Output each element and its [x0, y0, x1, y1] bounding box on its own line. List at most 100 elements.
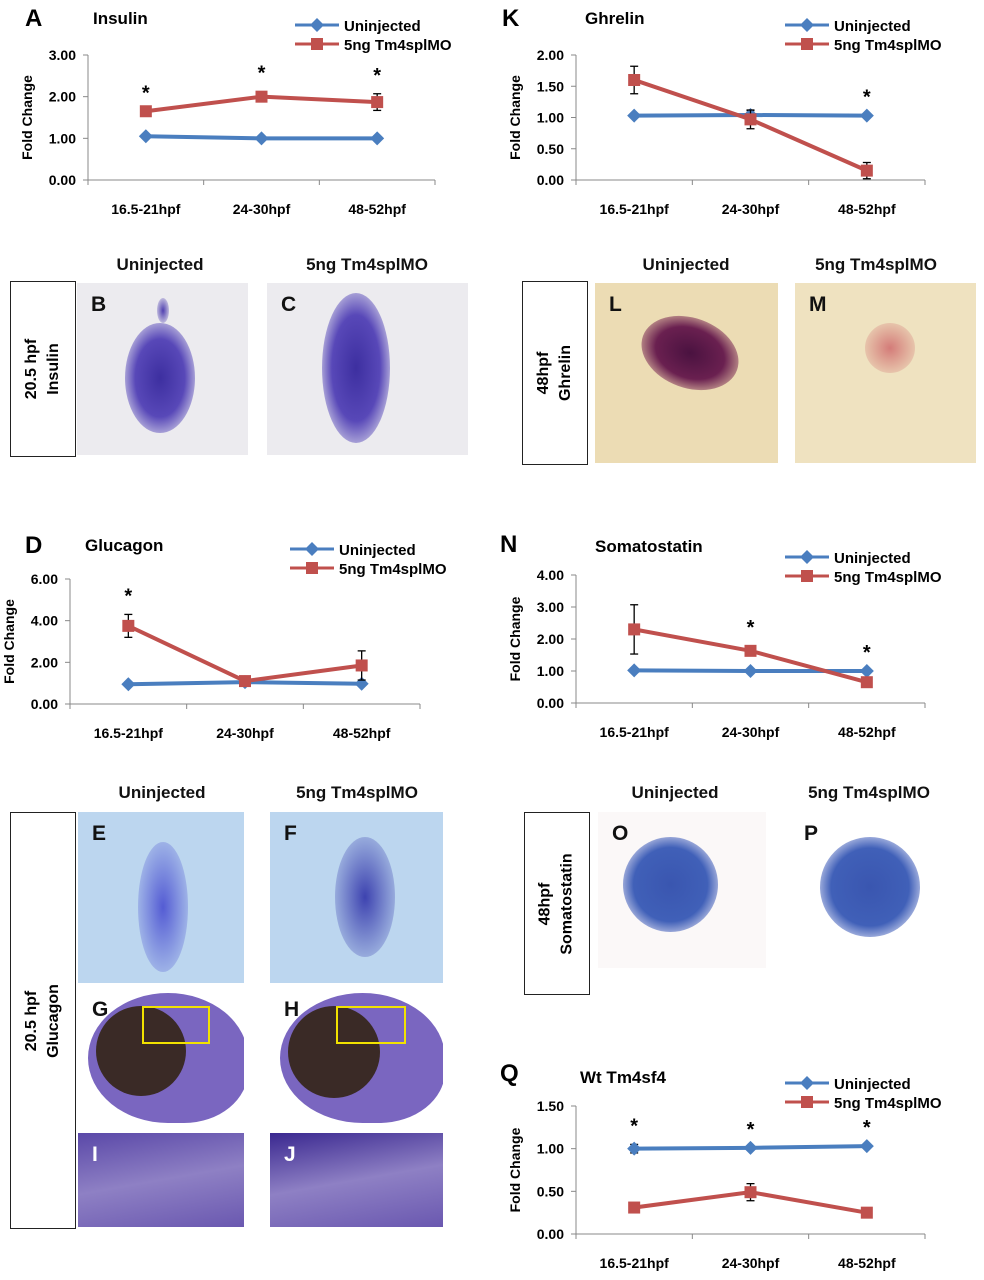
y-tick-label: 1.00: [537, 663, 564, 679]
x-tick-label: 48-52hpf: [348, 201, 406, 217]
y-tick-label: 4.00: [537, 567, 564, 583]
x-tick-label: 24-30hpf: [722, 201, 780, 217]
column-header-uninjected: Uninjected: [118, 783, 206, 802]
panel-letter: K: [502, 5, 520, 32]
y-tick-label: 6.00: [31, 571, 58, 587]
row-label-marker: Ghrelin: [556, 344, 574, 402]
image-panel-o: O: [598, 812, 766, 968]
data-point-diamond: [370, 131, 385, 146]
image-panel-e: E: [78, 812, 244, 983]
significance-marker: *: [258, 63, 266, 85]
chart-insulin: A Insulin 0.00 1.00 2.00 3.00 16.5-21hpf 24-30h…: [19, 5, 452, 217]
chart-glucagon: D Glucagon 0.00 2.00 4.00 6.00 16.5-21hpf 24-30…: [1, 532, 447, 741]
column-header-uninjected: Uninjected: [642, 255, 730, 274]
data-point-square: [311, 38, 323, 50]
y-tick-label: 1.00: [49, 130, 76, 146]
row-label-somatostatin: 48hpf Somatostatin: [524, 812, 590, 995]
data-point-diamond: [800, 1076, 814, 1090]
y-tick-label: 0.50: [537, 141, 564, 157]
panel-letter: P: [804, 822, 819, 845]
y-tick-label: 2.00: [537, 631, 564, 647]
data-point-diamond: [310, 18, 324, 32]
data-point-square: [744, 113, 757, 126]
y-tick-label: 2.00: [537, 47, 564, 63]
chart-title: Wt Tm4sf4: [580, 1068, 667, 1087]
y-tick-label: 0.00: [537, 695, 564, 711]
significance-marker: *: [863, 642, 871, 664]
data-point-diamond: [859, 1139, 874, 1154]
y-tick-label: 2.00: [49, 89, 76, 105]
chart-title: Ghrelin: [585, 9, 645, 28]
data-point-square: [306, 562, 318, 574]
image-panel-f: F: [270, 812, 443, 983]
data-point-diamond: [800, 18, 814, 32]
data-point-square: [801, 570, 813, 582]
y-tick-label: 1.00: [537, 110, 564, 126]
y-axis-label: Fold Change: [507, 596, 523, 681]
column-header-uninjected: Uninjected: [631, 783, 719, 802]
panel-letter: I: [92, 1143, 98, 1166]
data-point-square: [860, 1206, 873, 1219]
x-tick-label: 48-52hpf: [838, 1255, 896, 1271]
y-axis-label: Fold Change: [507, 1127, 523, 1212]
x-tick-label: 24-30hpf: [722, 724, 780, 740]
x-tick-label: 16.5-21hpf: [600, 1255, 670, 1271]
column-header-mo: 5ng Tm4splMO: [296, 783, 418, 802]
panel-letter: B: [91, 293, 107, 316]
image-panel-h: H: [270, 988, 443, 1128]
y-axis-label: Fold Change: [19, 75, 35, 160]
legend-label: 5ng Tm4splMO: [339, 561, 447, 578]
x-tick-label: 24-30hpf: [216, 725, 274, 741]
data-point-diamond: [121, 677, 136, 692]
chart-title: Insulin: [93, 9, 148, 28]
row-label-marker: Glucagon: [45, 983, 62, 1058]
column-header-uninjected: Uninjected: [116, 255, 204, 274]
data-point-diamond: [743, 1140, 758, 1155]
y-tick-label: 0.00: [49, 172, 76, 188]
y-tick-label: 3.00: [49, 47, 76, 63]
data-point-diamond: [859, 664, 874, 678]
inset-box: [142, 1006, 210, 1044]
image-panel-p: P: [790, 812, 960, 968]
data-point-square: [860, 676, 873, 689]
image-panel-j: J: [270, 1133, 443, 1227]
y-tick-label: 1.50: [537, 78, 564, 94]
x-tick-label: 16.5-21hpf: [600, 724, 670, 740]
data-point-square: [355, 659, 368, 672]
legend-label: Uninjected: [834, 550, 911, 567]
x-tick-label: 48-52hpf: [838, 724, 896, 740]
legend-label: Uninjected: [834, 1076, 911, 1093]
data-point-square: [744, 1186, 757, 1199]
data-point-square: [122, 619, 135, 632]
data-point-diamond: [859, 108, 874, 123]
panel-letter: L: [609, 293, 622, 316]
legend-label: 5ng Tm4splMO: [344, 37, 452, 54]
chart-ghrelin: K Ghrelin 0.00 0.50 1.00 1.50 2.00 16.5-21hpf 24…: [502, 5, 942, 217]
data-point-diamond: [627, 108, 642, 123]
row-label-stage: 48hpf: [537, 882, 554, 925]
data-point-square: [628, 74, 641, 86]
legend-label: 5ng Tm4splMO: [834, 37, 942, 54]
data-point-diamond: [627, 663, 642, 678]
y-tick-label: 0.00: [537, 1226, 564, 1242]
data-point-square: [744, 644, 757, 657]
y-tick-label: 2.00: [31, 654, 58, 670]
data-point-square: [371, 96, 384, 109]
significance-marker: *: [747, 1119, 755, 1141]
column-header-mo: 5ng Tm4splMO: [808, 783, 930, 802]
panel-letter: C: [281, 293, 297, 316]
significance-marker: *: [747, 617, 755, 639]
y-tick-label: 3.00: [537, 599, 564, 615]
image-panel-l: L: [595, 283, 778, 463]
panel-letter: J: [284, 1143, 296, 1166]
panel-letter: N: [500, 531, 517, 558]
significance-marker: *: [373, 65, 381, 87]
series-line-mo: [127, 624, 362, 684]
panel-letter: D: [25, 532, 42, 559]
data-point-square: [139, 105, 152, 118]
significance-marker: *: [142, 82, 150, 104]
data-point-diamond: [138, 129, 153, 144]
y-tick-label: 0.00: [31, 696, 58, 712]
x-tick-label: 48-52hpf: [838, 201, 896, 217]
